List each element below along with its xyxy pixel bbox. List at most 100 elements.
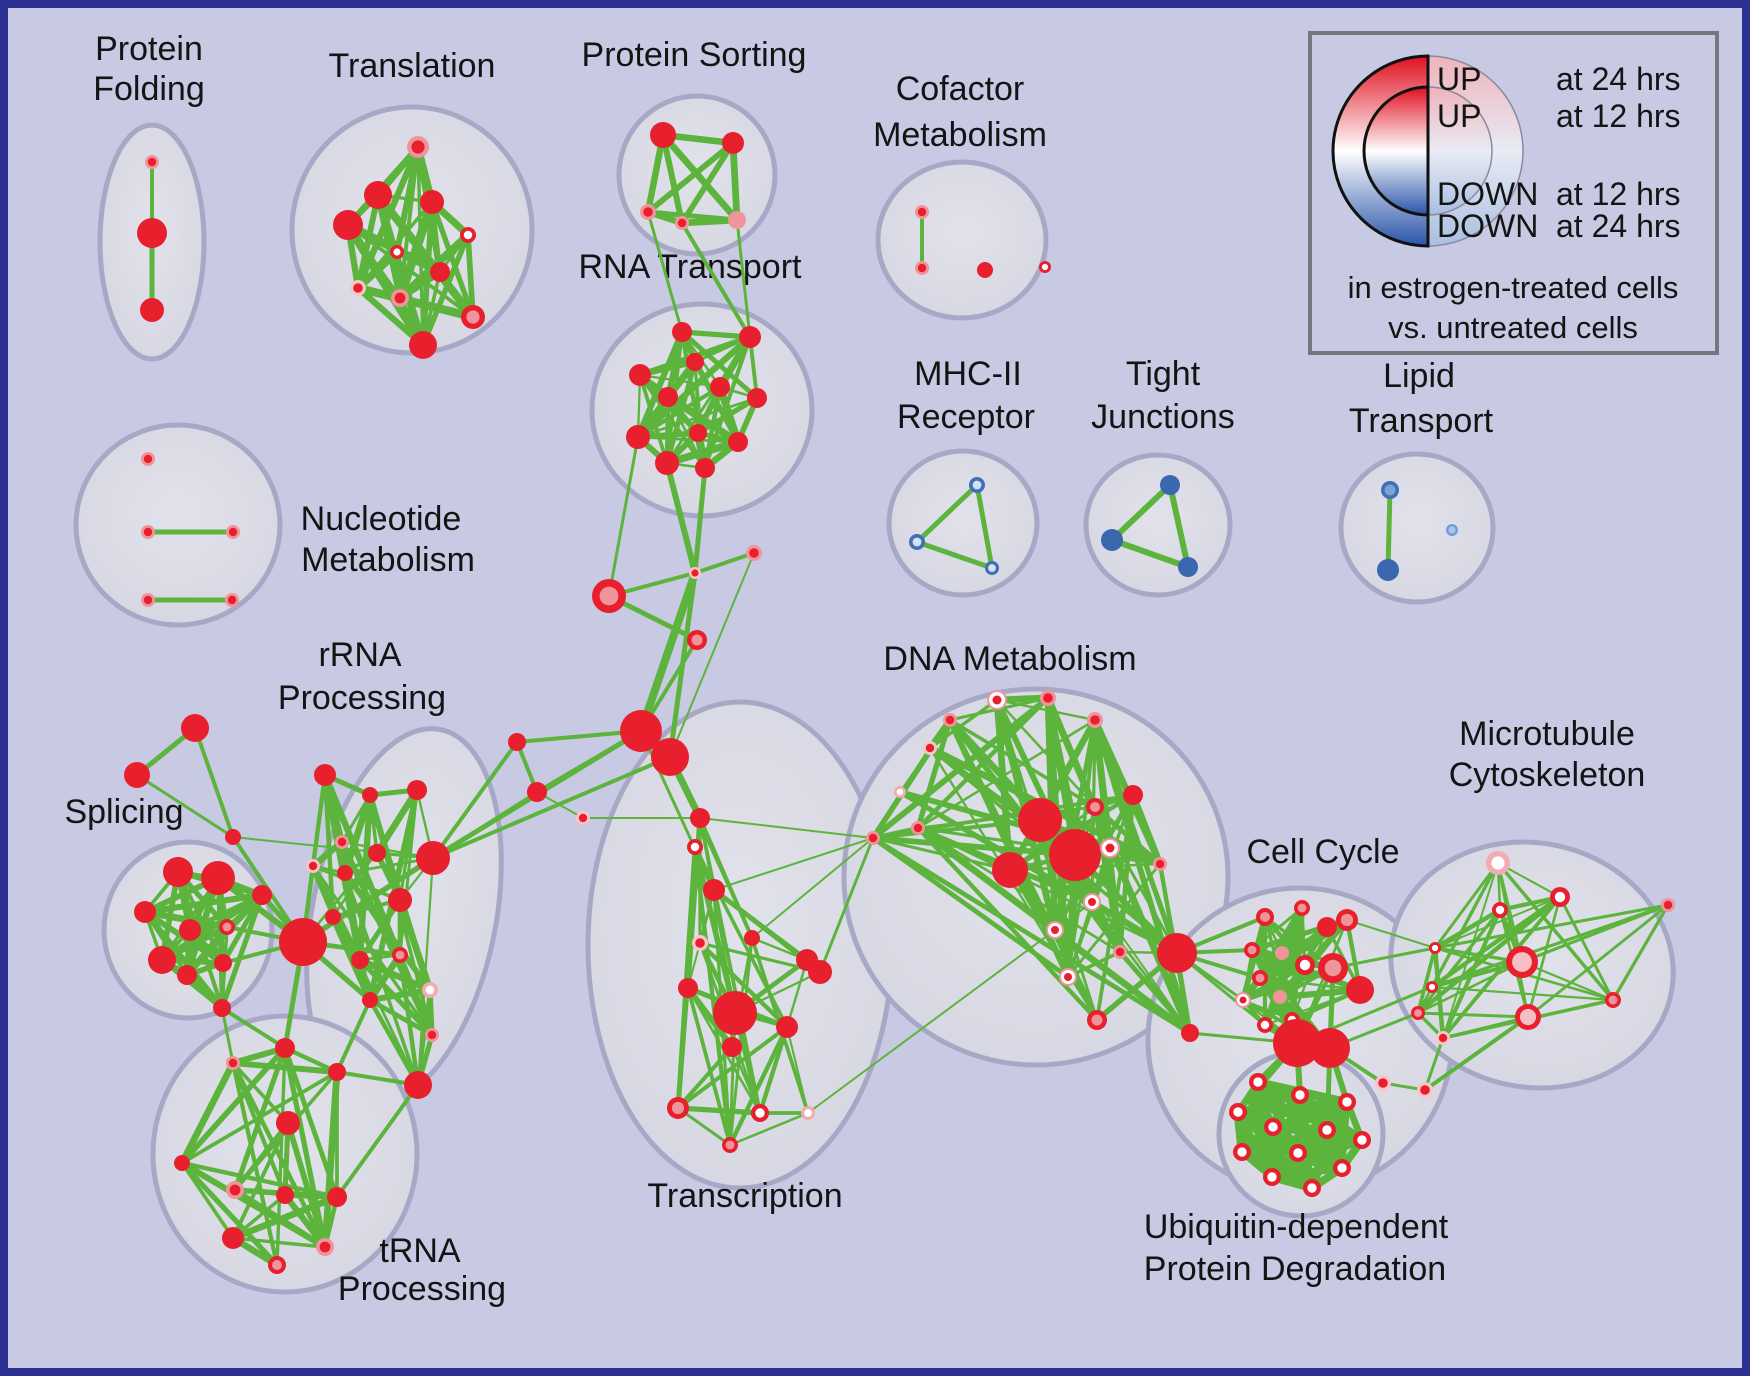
network-edge — [1497, 894, 1563, 913]
cluster-ellipse-cofactor — [875, 159, 1049, 321]
network-edge — [374, 191, 427, 349]
network-edge — [1129, 791, 1164, 868]
network-edge — [1385, 487, 1393, 573]
network-edge — [675, 1105, 763, 1116]
network-node-center — [690, 842, 700, 852]
network-node-center — [913, 823, 923, 833]
network-node — [137, 218, 167, 248]
network-edge — [232, 1120, 291, 1193]
network-node — [686, 353, 704, 371]
network-edge — [335, 1083, 420, 1199]
network-node — [1377, 559, 1399, 581]
network-node — [325, 909, 341, 925]
network-edge — [1433, 903, 1670, 950]
network-node — [722, 132, 744, 154]
network-node-center — [411, 140, 425, 154]
network-edge — [1520, 960, 1615, 1002]
network-node-center — [1233, 1107, 1243, 1117]
network-edge — [179, 1160, 340, 1200]
legend: UP UP DOWN DOWN at 24 hrs at 12 hrs at 1… — [1308, 31, 1719, 355]
network-node — [1181, 1024, 1199, 1042]
network-edge — [354, 248, 401, 292]
network-edge — [692, 844, 738, 1016]
network-edge — [1423, 1036, 1445, 1092]
network-node — [163, 857, 193, 887]
network-edge — [915, 825, 1100, 1023]
network-node — [689, 424, 707, 442]
cluster-ellipse-mhc — [886, 448, 1040, 598]
network-edge — [1442, 862, 1499, 1039]
network-node-center — [1491, 856, 1505, 870]
network-edge — [1433, 861, 1500, 950]
network-edge — [728, 1111, 810, 1147]
network-node — [362, 787, 378, 803]
network-edge — [366, 951, 404, 1004]
network-node-center — [691, 569, 699, 577]
cluster-label-protein_folding: Folding — [93, 70, 205, 108]
network-node-center — [917, 207, 927, 217]
network-node — [728, 211, 746, 229]
network-node-center — [1342, 1097, 1352, 1107]
network-edge — [354, 284, 427, 349]
network-edge — [637, 569, 699, 735]
cluster-label-splicing: Splicing — [64, 793, 183, 831]
network-node-center — [1384, 484, 1396, 496]
network-node — [747, 388, 767, 408]
network-edge — [644, 131, 667, 216]
network-node — [388, 888, 412, 912]
network-edge — [914, 482, 980, 545]
network-edge — [230, 1060, 328, 1250]
network-edge — [698, 816, 762, 1115]
network-edge — [321, 1068, 341, 1251]
network-edge — [916, 826, 1122, 954]
network-node-center — [1512, 952, 1532, 972]
network-node-center — [1247, 945, 1257, 955]
network-edge — [1611, 903, 1670, 1002]
network-edge — [871, 818, 1042, 840]
network-node — [1178, 557, 1198, 577]
network-node — [651, 738, 689, 776]
network-node-center — [755, 1108, 765, 1118]
network-edge — [1430, 861, 1500, 989]
network-node — [430, 262, 450, 282]
network-edge — [231, 1236, 327, 1249]
network-edge — [311, 864, 402, 902]
network-edge — [1416, 960, 1524, 1015]
network-node-center — [353, 283, 363, 293]
network-node — [713, 991, 757, 1035]
network-node — [658, 387, 678, 407]
network-node — [739, 326, 761, 348]
network-node-center — [1357, 1135, 1367, 1145]
network-node — [140, 298, 164, 322]
network-node — [1275, 946, 1289, 960]
network-edge — [669, 552, 755, 758]
network-edge — [916, 718, 1097, 830]
network-edge — [1088, 898, 1124, 956]
network-node-center — [643, 207, 653, 217]
network-node-center — [143, 527, 153, 537]
network-node-center — [1414, 1009, 1422, 1017]
network-edge — [693, 551, 756, 575]
network-node-center — [1237, 1147, 1247, 1157]
network-node-center — [988, 564, 996, 572]
network-node — [655, 451, 679, 475]
network-node-center — [1431, 944, 1439, 952]
network-node-center — [1495, 905, 1505, 915]
network-node — [1310, 1028, 1350, 1068]
cluster-label-nucleotide: Nucleotide — [301, 500, 462, 538]
network-node-center — [1090, 802, 1100, 812]
network-edge — [300, 855, 436, 945]
network-edge — [1258, 976, 1362, 992]
legend-box — [1308, 31, 1719, 355]
network-edge — [914, 539, 995, 571]
network-node-center — [599, 586, 619, 606]
network-node — [1123, 785, 1143, 805]
network-node-center — [1295, 1090, 1305, 1100]
network-node-center — [1090, 715, 1100, 725]
network-node — [213, 999, 231, 1017]
network-edge — [229, 1193, 341, 1242]
network-edge — [219, 892, 265, 1011]
network-edge — [634, 333, 754, 441]
network-edge — [675, 844, 698, 1111]
network-node-center — [695, 938, 705, 948]
